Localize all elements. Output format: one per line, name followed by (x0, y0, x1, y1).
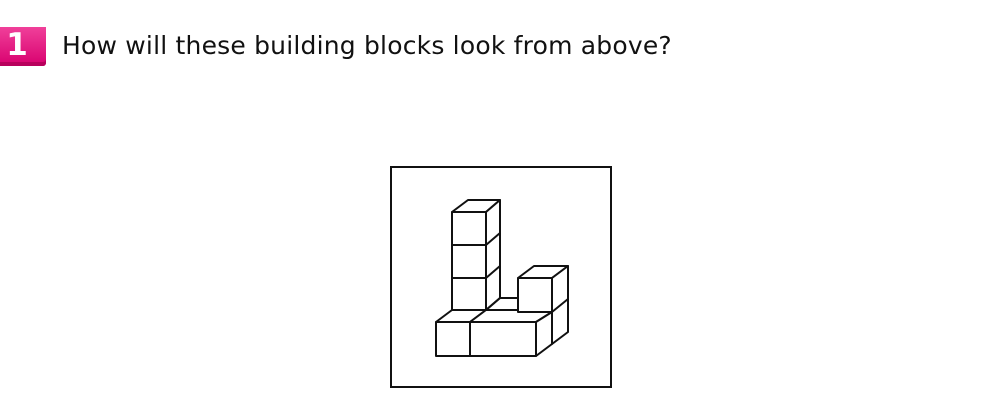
right-stack-front (517, 277, 553, 313)
blocks-figure-frame (390, 166, 612, 388)
building-blocks-icon (435, 199, 569, 357)
base-front-left (435, 321, 471, 357)
question-number: 1 (6, 27, 28, 63)
base-front-right (469, 321, 537, 357)
question-text: How will these building blocks look from… (62, 31, 672, 60)
base-side-right (535, 311, 553, 357)
question-number-badge: 1 (0, 27, 46, 66)
tall-column-side (485, 199, 501, 311)
tall-column-front (451, 211, 487, 311)
